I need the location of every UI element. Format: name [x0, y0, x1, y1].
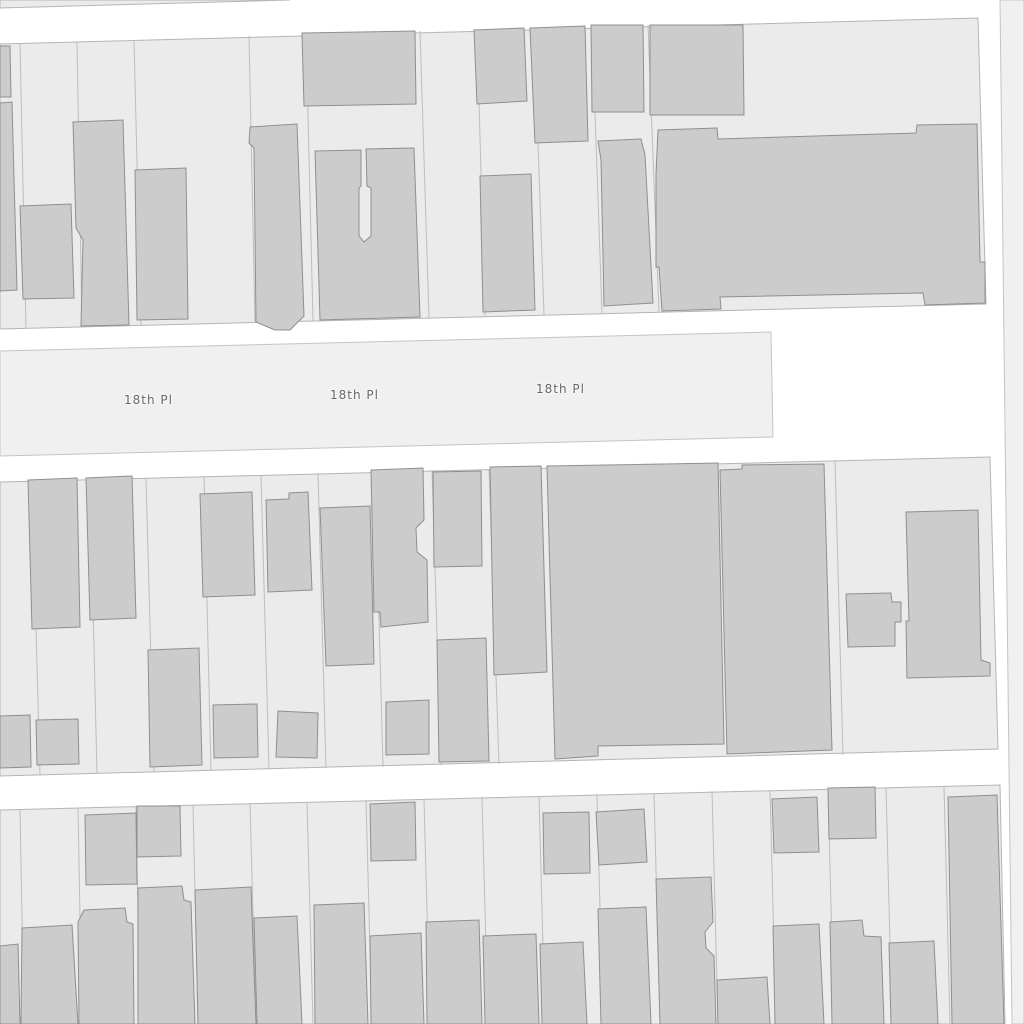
- building[interactable]: [84, 812, 138, 886]
- street-label-18th-pl: 18th Pl: [124, 393, 173, 407]
- building[interactable]: [542, 811, 591, 875]
- building[interactable]: [546, 462, 725, 760]
- building[interactable]: [0, 101, 18, 292]
- building[interactable]: [194, 886, 257, 1024]
- building[interactable]: [771, 796, 820, 854]
- street-name-18th-pl: 18th Pl: [330, 388, 379, 402]
- building[interactable]: [845, 592, 902, 648]
- building[interactable]: [314, 147, 421, 321]
- building[interactable]: [369, 801, 417, 862]
- building[interactable]: [432, 470, 483, 568]
- building[interactable]: [425, 919, 483, 1024]
- building[interactable]: [147, 647, 203, 768]
- building[interactable]: [72, 119, 130, 327]
- building[interactable]: [947, 794, 1005, 1024]
- building[interactable]: [482, 933, 540, 1024]
- building[interactable]: [319, 505, 375, 667]
- building[interactable]: [301, 30, 417, 107]
- building[interactable]: [369, 932, 425, 1024]
- building[interactable]: [539, 941, 588, 1024]
- building[interactable]: [655, 876, 717, 1024]
- buildings: [0, 24, 1005, 1024]
- street-label-18th-pl: 18th Pl: [536, 382, 585, 396]
- building[interactable]: [134, 167, 189, 321]
- building[interactable]: [772, 923, 825, 1024]
- building[interactable]: [136, 805, 182, 858]
- building[interactable]: [85, 475, 137, 621]
- building[interactable]: [19, 203, 75, 300]
- building[interactable]: [597, 906, 652, 1024]
- building[interactable]: [0, 943, 21, 1024]
- building[interactable]: [888, 940, 939, 1024]
- building[interactable]: [77, 907, 135, 1024]
- building[interactable]: [719, 463, 833, 755]
- street-18th-pl: [0, 331, 774, 457]
- building[interactable]: [385, 699, 430, 756]
- building[interactable]: [595, 808, 648, 866]
- building[interactable]: [370, 467, 429, 628]
- building[interactable]: [473, 27, 528, 105]
- building[interactable]: [829, 919, 885, 1024]
- building[interactable]: [137, 885, 196, 1024]
- building[interactable]: [479, 173, 536, 313]
- building[interactable]: [199, 491, 256, 598]
- building[interactable]: [0, 714, 32, 769]
- building[interactable]: [436, 637, 490, 763]
- building[interactable]: [489, 465, 548, 676]
- building[interactable]: [265, 491, 313, 593]
- right-street: [999, 0, 1024, 1024]
- building[interactable]: [827, 786, 877, 840]
- building[interactable]: [905, 509, 991, 679]
- building[interactable]: [35, 718, 80, 766]
- block-top-edge: [0, 0, 291, 9]
- building[interactable]: [716, 976, 771, 1024]
- building[interactable]: [20, 924, 79, 1024]
- building[interactable]: [275, 710, 319, 759]
- building[interactable]: [253, 915, 303, 1024]
- building[interactable]: [590, 24, 645, 113]
- building[interactable]: [0, 45, 12, 98]
- building[interactable]: [212, 703, 259, 759]
- building[interactable]: [248, 123, 305, 331]
- building[interactable]: [597, 138, 654, 307]
- building[interactable]: [313, 902, 369, 1024]
- building[interactable]: [649, 24, 745, 116]
- building[interactable]: [529, 25, 589, 144]
- building[interactable]: [27, 477, 81, 630]
- building[interactable]: [655, 123, 986, 312]
